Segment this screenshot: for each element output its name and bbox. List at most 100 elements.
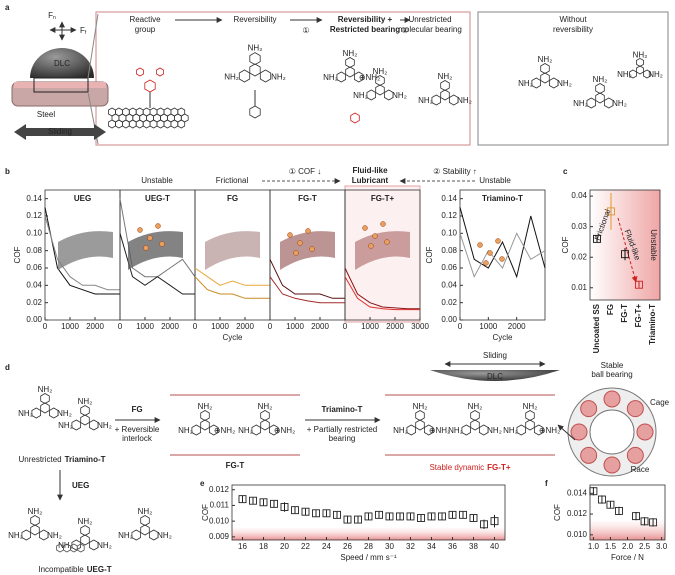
ring <box>260 419 270 431</box>
x-tick-label: 36 <box>448 542 457 551</box>
x-tick-label: 2000 <box>386 322 404 331</box>
y-label: COF <box>553 504 562 521</box>
amine-label: NH₂ <box>418 96 433 105</box>
film <box>14 82 106 88</box>
marker <box>354 515 362 524</box>
ring <box>525 419 535 431</box>
y-tick-label: 0.06 <box>26 263 42 272</box>
ring <box>80 405 90 416</box>
label: UEG-T <box>87 565 112 574</box>
ring <box>461 424 472 436</box>
x-tick-label: 2000 <box>508 322 526 331</box>
ring <box>423 424 434 436</box>
y-tick-label: 0.009 <box>209 532 230 541</box>
amine-label: NH₂ <box>557 79 572 88</box>
atom <box>155 223 161 229</box>
force-sub: n <box>53 15 56 21</box>
x-label: Cycle <box>492 333 513 342</box>
panel-label: b <box>5 167 10 176</box>
ring <box>200 419 210 431</box>
ring <box>534 424 544 436</box>
ring <box>71 539 81 551</box>
y-tick-label: 0.04 <box>571 191 587 200</box>
ball <box>636 423 654 441</box>
amine-label: NH₂ <box>238 426 253 435</box>
x-tick-label: 1000 <box>361 322 379 331</box>
amine-label: NH₂ <box>28 507 43 516</box>
panel-label: e <box>200 479 205 488</box>
y-tick-label: 0.011 <box>210 501 230 510</box>
x-tick-label: 0 <box>193 322 198 331</box>
ring <box>21 529 32 541</box>
surface <box>355 231 410 270</box>
amine-label: NH₂ <box>392 91 407 100</box>
marker <box>364 512 373 521</box>
amine-label: NH₂ <box>373 67 388 76</box>
label: ① <box>302 26 309 35</box>
category-label: FG-T+ <box>634 304 643 328</box>
plot-title: FG-T <box>298 194 317 203</box>
ring <box>586 97 596 109</box>
atom <box>483 260 489 266</box>
category-label: Triamino-T <box>648 304 657 345</box>
marker <box>385 512 394 521</box>
y-tick-label: 0.04 <box>441 280 457 289</box>
ball <box>570 423 588 441</box>
ring <box>531 77 541 89</box>
marker <box>649 518 658 527</box>
ring <box>40 393 50 404</box>
atom <box>297 240 303 246</box>
amine-label: ⊕NH₂ <box>539 426 560 435</box>
ring <box>604 97 614 109</box>
amine-label: NH₂ <box>573 99 588 108</box>
plot-title: FG <box>227 194 238 203</box>
label: Without <box>559 15 587 24</box>
line <box>119 233 195 295</box>
marker <box>480 520 488 529</box>
axis-frame <box>589 189 661 301</box>
ring <box>350 112 360 124</box>
marker <box>459 510 467 519</box>
ring <box>71 419 81 431</box>
amine-label: NH₂ <box>468 402 483 411</box>
dlc-dome <box>30 48 94 78</box>
marker <box>490 517 499 526</box>
x-tick-label: 28 <box>364 542 373 551</box>
label: Unrestricted <box>408 15 451 24</box>
ring <box>238 69 251 83</box>
amine-label: NH₂ <box>118 531 133 540</box>
ring <box>156 119 165 129</box>
ring <box>80 414 90 426</box>
x-tick-label: 22 <box>301 542 310 551</box>
amine-label: NH₂ <box>258 402 273 411</box>
line <box>269 259 345 299</box>
line <box>194 276 270 299</box>
ring <box>115 119 123 129</box>
ring <box>251 424 262 436</box>
amine-label: NH₂ <box>353 91 368 100</box>
ring <box>249 63 261 77</box>
amine-label: NH₂ <box>393 426 408 435</box>
x-tick-label: 1000 <box>211 322 229 331</box>
force-sub: f <box>85 30 87 36</box>
x-tick-label: 0 <box>43 322 48 331</box>
amine-label: NH₂ <box>18 409 33 418</box>
x-tick-label: 34 <box>427 542 436 551</box>
line <box>194 267 270 286</box>
surface <box>205 231 260 270</box>
band <box>590 190 660 300</box>
y-tick-label: 0.08 <box>26 246 42 255</box>
label: Reversibility + <box>338 15 393 24</box>
panel-label: d <box>5 363 10 372</box>
panel-label: c <box>563 167 568 176</box>
amine-label: NH₂ <box>271 72 286 81</box>
y-tick-label: 0.02 <box>441 298 457 307</box>
amine-label: NH₂ <box>343 49 358 58</box>
atom <box>495 238 501 244</box>
category-label: Uncoated SS <box>592 303 601 353</box>
ring <box>40 402 50 414</box>
y-tick-label: 0.00 <box>441 315 457 324</box>
ball <box>603 390 621 408</box>
x-tick-label: 1000 <box>286 322 304 331</box>
